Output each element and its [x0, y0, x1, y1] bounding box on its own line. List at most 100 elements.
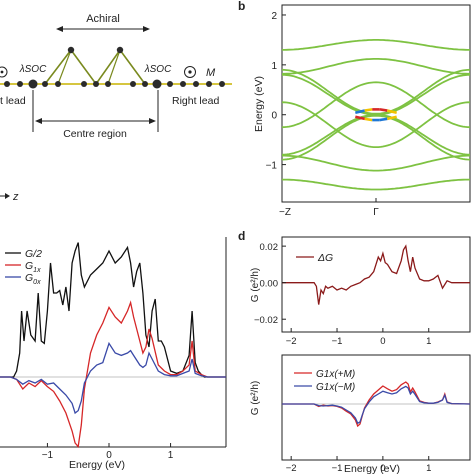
- achiral-arrow-right-head: [143, 26, 150, 32]
- band-line: [281, 114, 471, 161]
- chain-node: [142, 81, 148, 87]
- transmission-ticks: −1 0 1: [42, 443, 174, 461]
- magnetization-panel: G (e²/h) Energy (eV) −2 −1 0 1 G1x(+M) G1x(…: [250, 354, 471, 474]
- left-lead-label: t lead: [0, 95, 26, 107]
- chain-node: [130, 81, 136, 87]
- chain-node: [180, 81, 186, 87]
- delta-g-series-line: [282, 244, 470, 305]
- spin-texture-segment: [386, 115, 397, 121]
- magnet-label: M: [206, 67, 216, 79]
- x-tick-label: −1: [332, 463, 343, 474]
- band-structure-ticks: −1 0 1 2 −Z Γ: [266, 11, 380, 218]
- lambda-soc-left-label: λSOC: [19, 64, 47, 75]
- delta-g-line: [282, 244, 470, 305]
- magnetization-series-line: [282, 385, 471, 425]
- chain-node: [193, 81, 199, 87]
- chain-node: [17, 81, 23, 87]
- chain-node: [28, 79, 38, 89]
- band-line: [282, 58, 470, 75]
- x-tick-label: Γ: [373, 207, 379, 218]
- transmission-lines: [0, 242, 226, 449]
- x-tick-label: 1: [426, 463, 431, 474]
- band-line: [281, 68, 471, 115]
- x-tick-label: 1: [426, 336, 431, 347]
- magnetization-lines: [282, 381, 471, 428]
- band-line: [282, 178, 470, 191]
- legend-label-g0x: G0x: [25, 272, 41, 286]
- band-line: [282, 101, 470, 148]
- chain-node: [167, 81, 173, 87]
- x-tick-label: −2: [286, 336, 297, 347]
- panel-label-d: d: [238, 229, 245, 243]
- x-tick-label: −1: [42, 450, 54, 461]
- magnetization-ylabel: G (e²/h): [250, 381, 261, 415]
- spin-texture-segment: [364, 117, 373, 122]
- schematic-panel: Achiral λSOC λSOC: [0, 13, 232, 203]
- band-lines: [281, 39, 471, 191]
- spin-texture-segment: [379, 108, 388, 112]
- chain-node: [219, 81, 225, 87]
- spin-texture-segment: [379, 117, 388, 122]
- legend-label-minus-m: G1x(−M): [316, 382, 355, 393]
- magnetization-frame: [281, 354, 471, 461]
- z-axis-label: z: [12, 191, 19, 203]
- panel-label-b: b: [238, 0, 245, 13]
- y-tick-label: 0: [271, 111, 277, 122]
- transmission-series-line: [0, 242, 226, 378]
- x-tick-label: 0: [106, 450, 112, 461]
- magnetization-xlabel: Energy (eV): [344, 463, 400, 474]
- chain-node: [105, 81, 111, 87]
- band-line: [282, 39, 470, 51]
- y-tick-label: −0.02: [254, 315, 278, 326]
- x-tick-label: 0: [380, 463, 385, 474]
- band-line: [281, 81, 471, 129]
- delta-g-ticks: 0.02 0.00 −0.02 −2 −1 0 1: [254, 242, 431, 347]
- chain-node: [67, 46, 75, 54]
- spin-texture-segment: [355, 115, 366, 121]
- transmission-legend: G/2 G1x G0x: [5, 248, 42, 286]
- magnet-left-icon: [0, 66, 8, 78]
- band-line: [282, 154, 470, 172]
- lambda-soc-right-label: λSOC: [144, 64, 172, 75]
- x-tick-label: −1: [332, 336, 343, 347]
- z-axis-arrow-head: [5, 193, 10, 199]
- chain-nodes: [4, 46, 225, 89]
- achiral-arrow-left-head: [56, 26, 63, 32]
- chain-node: [116, 46, 124, 54]
- band-structure-ylabel: Energy (eV): [253, 76, 265, 132]
- centre-arrow-left-head: [35, 118, 42, 124]
- chain-node: [42, 81, 48, 87]
- transmission-series-line: [0, 341, 226, 415]
- centre-region-label: Centre region: [63, 128, 127, 140]
- y-tick-label: 0.00: [260, 279, 279, 290]
- delta-g-panel: d G (e²/h) 0.02 0.00 −0.02 −2 −1 0 1 ΔG: [238, 229, 471, 347]
- chain-node: [152, 79, 162, 89]
- magnet-right-icon: [184, 66, 196, 78]
- y-tick-label: 0.02: [260, 242, 279, 253]
- x-tick-label: 0: [380, 336, 385, 347]
- chain-node: [4, 81, 10, 87]
- x-tick-label: −2: [286, 463, 297, 474]
- delta-g-frame: [281, 236, 471, 333]
- x-tick-label: 1: [168, 450, 174, 461]
- y-tick-label: 2: [271, 11, 277, 22]
- chain-node: [81, 81, 87, 87]
- chain-node: [93, 81, 99, 87]
- chain-node: [55, 81, 61, 87]
- centre-arrow-right-head: [149, 118, 156, 124]
- band-structure-panel: b Energy (eV) −1 0 1 2 −Z Γ: [238, 0, 471, 218]
- x-tick-label: −Z: [279, 207, 291, 218]
- spin-texture-segment: [386, 109, 397, 114]
- right-lead-label: Right lead: [172, 95, 219, 107]
- spin-texture-segment: [364, 108, 373, 112]
- magnetization-ticks: −2 −1 0 1: [286, 456, 431, 474]
- transmission-series-line: [0, 300, 226, 449]
- helix-bond-2: [107, 49, 121, 85]
- y-tick-label: −1: [266, 161, 278, 172]
- band-structure-frame: [281, 4, 471, 203]
- band-line: [282, 113, 470, 156]
- legend-label-plus-m: G1x(+M): [316, 369, 355, 380]
- achiral-label: Achiral: [86, 13, 120, 25]
- transmission-xlabel: Energy (eV): [69, 459, 125, 471]
